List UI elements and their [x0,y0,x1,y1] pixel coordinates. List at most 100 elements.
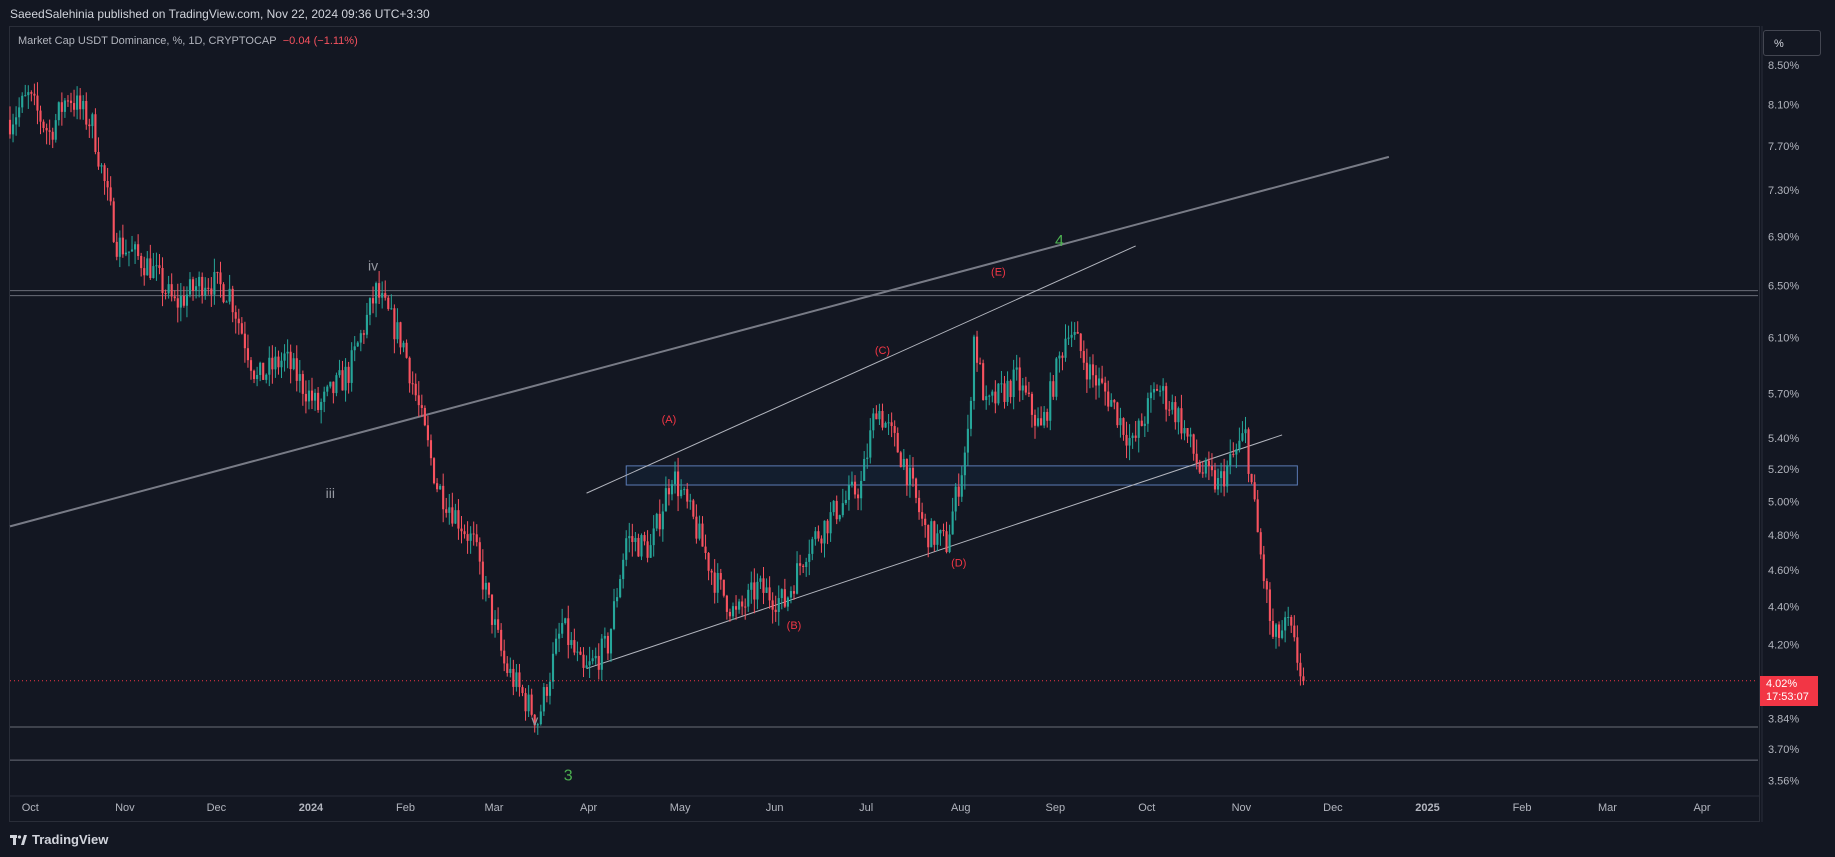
candle [191,276,195,301]
candle [1143,416,1146,437]
candle-body [307,390,311,402]
candle-body [1140,420,1143,426]
candle [1119,407,1122,438]
candle [1088,356,1091,389]
candle [307,380,311,410]
candle-body [371,298,375,304]
candle-body [942,530,945,532]
candle [661,503,664,542]
candle-body [1064,338,1067,358]
candle-body [551,653,555,682]
candle [582,647,585,678]
candle-body [786,597,789,607]
candle [289,344,292,384]
candle [1079,332,1082,359]
candle [1061,352,1064,371]
candle-body [847,485,850,500]
candle-body [744,606,747,608]
candle-body [201,276,204,296]
candle [216,271,219,284]
candle-body [420,405,423,408]
candle-body [969,400,973,429]
candle-body [573,640,576,653]
candle [1021,378,1024,401]
x-tick-label: Mar [1598,802,1617,814]
candle-body [1024,385,1027,393]
candle [1229,439,1232,475]
candle [512,659,515,696]
candle-body [820,538,823,544]
candle-body [100,165,103,167]
candle [1284,611,1287,643]
candle-body [310,390,314,401]
candle [893,420,896,447]
candle-body [204,287,207,296]
candle-body [1101,378,1104,383]
candle [234,305,237,334]
candle [567,605,570,659]
y-tick-label: 5.40% [1768,433,1799,445]
x-tick-label: 2025 [1415,802,1439,814]
wave-label: 3 [564,768,573,785]
candle [341,360,344,391]
x-tick-label: Mar [485,802,504,814]
candle [664,476,667,512]
candle-body [936,533,939,545]
candle-body [710,570,713,573]
candle-body [457,510,460,529]
candle [79,88,82,120]
candle-body [1244,429,1247,434]
candle [295,345,298,392]
candle-body [301,374,304,394]
candle-body [1220,471,1223,479]
candle-body [332,381,335,394]
candle-body [1174,402,1177,423]
candle-body [109,187,112,202]
candle [689,493,692,510]
candle-body [335,375,338,394]
candle [1162,378,1165,404]
candle-body [768,587,771,601]
candle [445,497,448,518]
candle-body [972,336,976,401]
candle [658,499,661,537]
candle-body [863,458,866,481]
candle [487,582,491,599]
candle [371,286,375,314]
candle-body [899,452,902,468]
candle [167,275,170,299]
candle [1213,462,1217,493]
candle-body [701,523,704,547]
candle [850,471,854,488]
candle [454,503,457,525]
candle-body [411,383,414,385]
percent-scale-button[interactable]: % [1763,30,1821,56]
candle-body [1268,589,1271,621]
candle [1265,578,1268,604]
candle [231,285,234,323]
candle-body [658,513,661,530]
x-tick-label: Oct [1138,802,1155,814]
candle [1210,453,1214,477]
candle [249,357,253,380]
candle-body [539,711,542,725]
candle [591,649,594,665]
candle [356,341,359,348]
candle [911,457,915,487]
candle-body [988,395,991,397]
candle-body [432,458,436,484]
candle-body [378,283,381,298]
candle-body [1091,364,1095,376]
candle-body [246,348,250,361]
candle [640,533,643,561]
candle [1116,401,1119,428]
candle-body [1232,453,1235,455]
candle [747,583,750,612]
candle [680,479,683,499]
tradingview-brand[interactable]: TradingView [10,832,108,847]
candle-body [283,353,286,361]
y-tick-label: 4.20% [1768,640,1799,652]
x-tick-label: Apr [580,802,597,814]
candle [130,235,134,252]
